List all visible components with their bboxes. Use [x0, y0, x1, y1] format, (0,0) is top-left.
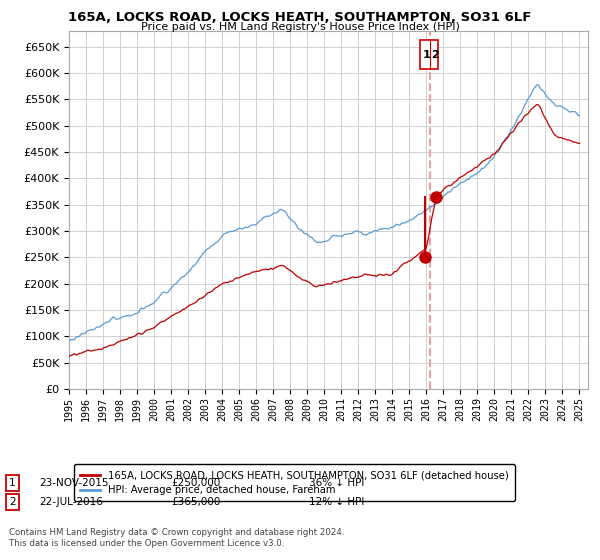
Text: 1: 1: [422, 49, 430, 59]
Text: 165A, LOCKS ROAD, LOCKS HEATH, SOUTHAMPTON, SO31 6LF: 165A, LOCKS ROAD, LOCKS HEATH, SOUTHAMPT…: [68, 11, 532, 24]
Text: £365,000: £365,000: [171, 497, 220, 507]
Legend: 165A, LOCKS ROAD, LOCKS HEATH, SOUTHAMPTON, SO31 6LF (detached house), HPI: Aver: 165A, LOCKS ROAD, LOCKS HEATH, SOUTHAMPT…: [74, 464, 515, 501]
Text: 2: 2: [431, 49, 439, 59]
Text: Contains HM Land Registry data © Crown copyright and database right 2024.
This d: Contains HM Land Registry data © Crown c…: [9, 528, 344, 548]
Text: 1: 1: [9, 478, 16, 488]
Text: Price paid vs. HM Land Registry's House Price Index (HPI): Price paid vs. HM Land Registry's House …: [140, 22, 460, 32]
FancyBboxPatch shape: [419, 40, 438, 69]
Text: 23-NOV-2015: 23-NOV-2015: [39, 478, 109, 488]
Text: £250,000: £250,000: [171, 478, 220, 488]
Text: 22-JUL-2016: 22-JUL-2016: [39, 497, 103, 507]
Text: 2: 2: [9, 497, 16, 507]
Text: 12% ↓ HPI: 12% ↓ HPI: [309, 497, 364, 507]
Text: 36% ↓ HPI: 36% ↓ HPI: [309, 478, 364, 488]
